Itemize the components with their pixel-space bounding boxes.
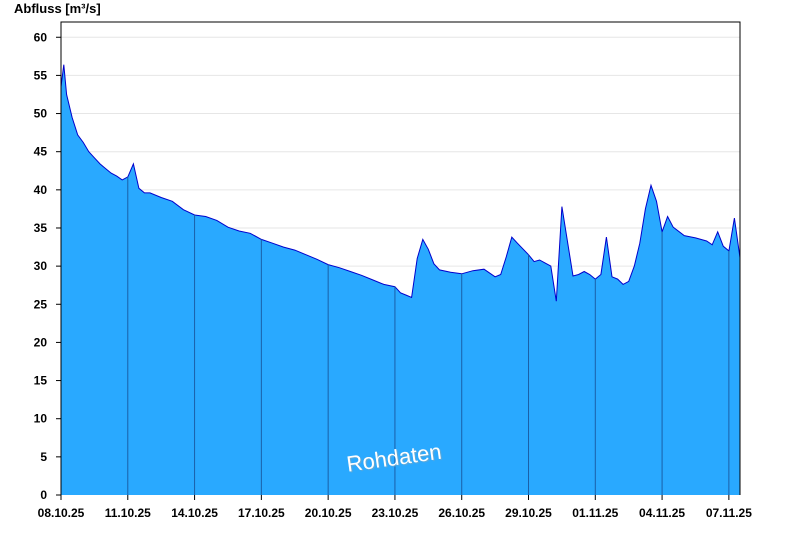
y-tick-label: 60	[34, 30, 48, 44]
y-tick-label: 55	[34, 68, 48, 82]
y-tick-label: 10	[34, 412, 48, 426]
date-separator-lines	[127, 176, 730, 495]
y-tick-label: 0	[40, 488, 47, 502]
y-axis-ticks: 0 5 10 15 20 25 30 35 40 45 50 55 60	[34, 30, 61, 502]
x-tick-label: 11.10.25	[105, 506, 151, 520]
plot-frame	[60, 21, 741, 496]
x-tick-label: 14.10.25	[171, 506, 218, 520]
y-tick-label: 50	[34, 107, 48, 121]
x-tick-label: 23.10.25	[372, 506, 419, 520]
y-tick-label: 25	[34, 297, 48, 311]
x-axis-ticks: 08.10.25 11.10.25 14.10.25 17.10.25 20.10.25…	[38, 495, 752, 520]
x-tick-label: 29.10.25	[505, 506, 552, 520]
x-tick-label: 08.10.25	[38, 506, 85, 520]
y-tick-label: 5	[40, 450, 47, 464]
y-tick-label: 30	[34, 259, 48, 273]
x-tick-label: 01.11.25	[572, 506, 618, 520]
y-axis-title: Abfluss [m³/s]	[14, 1, 101, 16]
x-tick-label: 04.11.25	[639, 506, 685, 520]
x-tick-label: 20.10.25	[305, 506, 352, 520]
y-tick-label: 20	[34, 335, 48, 349]
y-tick-label: 35	[34, 221, 48, 235]
x-tick-label: 17.10.25	[238, 506, 285, 520]
y-tick-label: 15	[34, 374, 48, 388]
discharge-area	[61, 64, 740, 495]
x-tick-label: 26.10.25	[438, 506, 485, 520]
x-tick-label: 07.11.25	[706, 506, 752, 520]
y-tick-label: 45	[34, 145, 48, 159]
discharge-line	[60, 64, 741, 302]
y-tick-label: 40	[34, 183, 48, 197]
